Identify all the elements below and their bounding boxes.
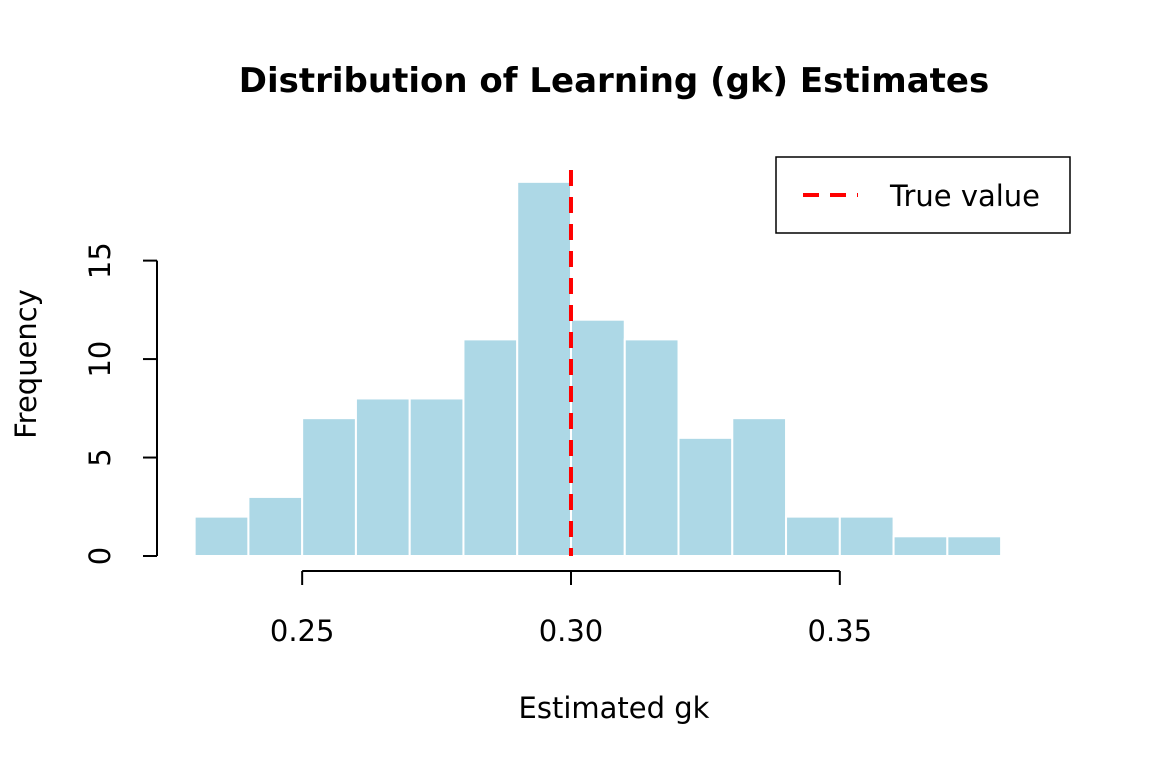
y-tick-label: 5 bbox=[83, 448, 117, 466]
histogram-bar bbox=[301, 417, 357, 557]
histogram-bar bbox=[892, 535, 949, 557]
y-tick-label: 10 bbox=[83, 341, 117, 378]
histogram-bar bbox=[677, 436, 734, 558]
histogram-bar bbox=[408, 397, 465, 558]
y-tick-label: 0 bbox=[83, 547, 117, 565]
x-tick-label: 0.25 bbox=[270, 614, 335, 648]
histogram-bar bbox=[516, 180, 572, 557]
histogram-bar bbox=[354, 397, 411, 558]
histogram-bar bbox=[623, 338, 680, 557]
y-tick-label: 15 bbox=[83, 242, 117, 279]
histogram-bar bbox=[569, 318, 626, 558]
histogram-bar bbox=[193, 515, 250, 557]
histogram-bars bbox=[193, 180, 1003, 558]
histogram-bar bbox=[731, 417, 788, 557]
y-axis: 0 5 10 15 bbox=[83, 242, 158, 565]
legend: True value bbox=[775, 156, 1071, 234]
y-axis-label: Frequency bbox=[9, 289, 43, 439]
histogram-bar bbox=[785, 515, 841, 557]
x-tick-label: 0.30 bbox=[539, 614, 604, 648]
chart-title: Distribution of Learning (gk) Estimates bbox=[239, 61, 989, 101]
x-tick-label: 0.35 bbox=[808, 614, 873, 648]
legend-label-true-value: True value bbox=[889, 179, 1040, 213]
x-axis-label: Estimated gk bbox=[519, 691, 710, 725]
histogram-bar bbox=[946, 535, 1003, 557]
legend-box bbox=[775, 156, 1071, 234]
histogram-bar bbox=[247, 495, 304, 557]
histogram-bar bbox=[838, 515, 895, 557]
x-axis: 0.25 0.30 0.35 bbox=[270, 570, 873, 648]
histogram-bar bbox=[462, 338, 519, 557]
